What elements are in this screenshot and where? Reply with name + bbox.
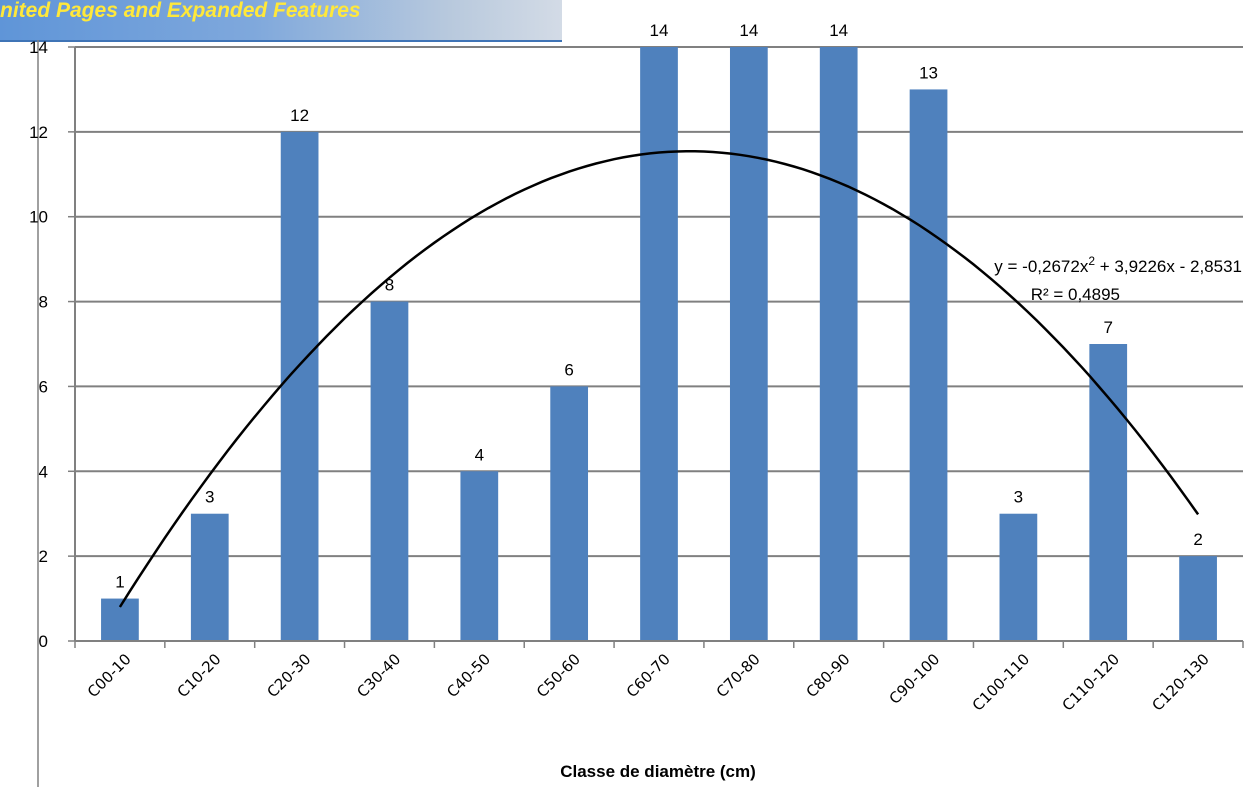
trendline-equation: y = -0,2672x2 + 3,9226x - 2,8531 [994,254,1242,276]
x-tick-label: C110-120 [1059,650,1123,714]
trendline [118,150,1200,608]
y-tick-label: 8 [39,293,48,312]
data-label: 3 [205,488,214,507]
trendline-curve [118,150,1200,608]
bar [1089,344,1128,641]
y-tick-labels: 0 2 4 6 8 10 12 14 [29,38,48,651]
y-tick-label: 2 [39,547,48,566]
axes [37,40,1244,787]
trendline-r-squared: R² = 0,4895 [1031,285,1120,304]
bar [190,513,229,641]
x-tick-labels: C00-10 C10-20 C20-30 C30-40 C40-50 C50-60 C60-… [84,650,1213,714]
y-tick-label: 10 [29,208,48,227]
bar [729,47,768,641]
data-label: 12 [290,106,309,125]
bar [999,513,1038,641]
x-axis-title: Classe de diamètre (cm) [560,762,756,781]
data-label: 8 [385,276,394,295]
data-label: 13 [919,63,938,82]
banner: nited Pages and Expanded Features [0,0,562,42]
x-tick-label: C120-130 [1148,650,1212,714]
bar [460,471,499,641]
x-tick-label: C10-20 [174,650,225,701]
bar [550,386,589,641]
data-label: 1 [115,573,124,592]
data-label: 7 [1103,318,1112,337]
x-tick-label: C100-110 [969,650,1033,714]
x-tick-label: C30-40 [353,650,404,701]
data-label: 6 [564,360,573,379]
data-label: 14 [650,21,669,40]
x-tick-label: C20-30 [263,650,314,701]
y-tick-label: 14 [29,38,48,57]
data-label: 3 [1014,488,1023,507]
y-tick-label: 4 [39,462,48,481]
banner-text: nited Pages and Expanded Features [0,0,361,22]
x-tick-label: C40-50 [443,650,494,701]
data-label: 4 [475,445,484,464]
y-tick-label: 6 [39,377,48,396]
bar [909,89,948,641]
x-tick-label: C50-60 [533,650,584,701]
bar [280,131,319,641]
data-label: 14 [829,21,848,40]
x-tick-label: C60-70 [623,650,674,701]
bar [1179,556,1217,641]
y-tick-label: 0 [39,632,48,651]
bar [819,47,858,641]
y-tick-label: 12 [29,123,48,142]
bars [101,47,1217,641]
bar [370,301,409,641]
x-tick-label: C70-80 [713,650,764,701]
data-label: 2 [1193,530,1202,549]
x-tick-label: C00-10 [84,650,135,701]
data-label: 14 [739,21,758,40]
x-tick-label: C80-90 [803,650,854,701]
bar [640,47,678,641]
x-tick-label: C90-100 [886,650,944,708]
